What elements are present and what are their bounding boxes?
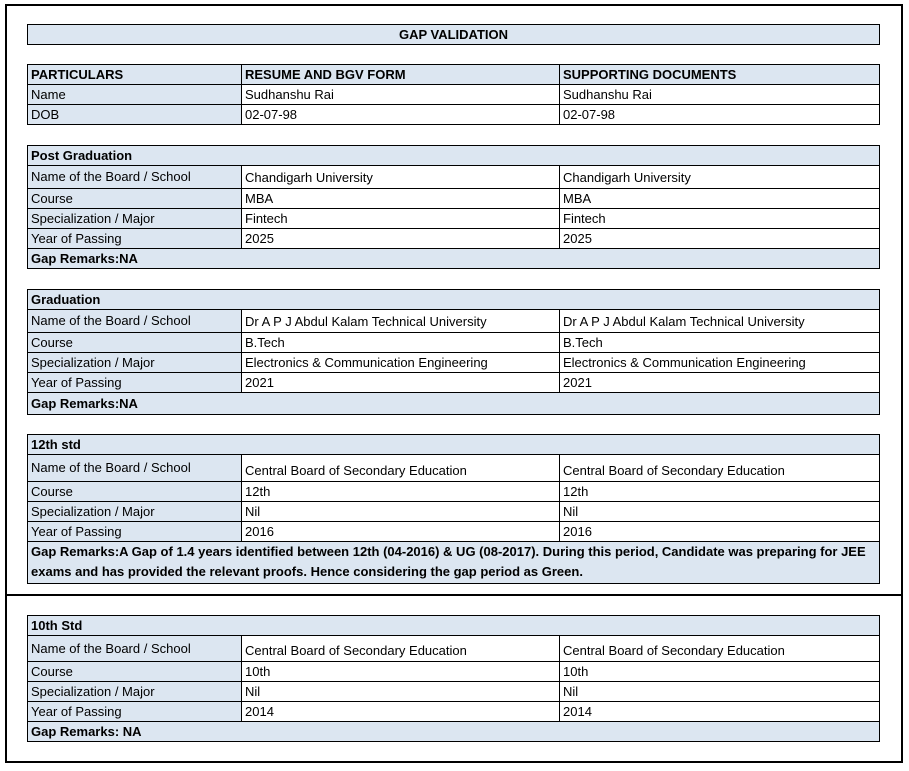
row-value: Fintech (559, 208, 880, 229)
row-value: 2021 (559, 372, 880, 393)
row-value: Central Board of Secondary Education (241, 454, 560, 482)
section-title: 12th std (27, 434, 880, 455)
row-label: Year of Passing (27, 701, 242, 722)
row-value: Central Board of Secondary Education (241, 635, 560, 662)
row-label: Year of Passing (27, 372, 242, 393)
row-label: Specialization / Major (27, 208, 242, 229)
column-header: RESUME AND BGV FORM (241, 64, 560, 85)
row-value: Sudhanshu Rai (241, 84, 560, 105)
row-value: 10th (241, 661, 560, 682)
row-value: 2021 (241, 372, 560, 393)
row-value: 2025 (559, 228, 880, 249)
row-label: Year of Passing (27, 521, 242, 542)
row-value: Electronics & Communication Engineering (241, 352, 560, 373)
row-label: Course (27, 188, 242, 209)
row-label: Name of the Board / School (27, 635, 242, 662)
row-label: Specialization / Major (27, 352, 242, 373)
row-value: Central Board of Secondary Education (559, 635, 880, 662)
row-value: MBA (559, 188, 880, 209)
gap-remarks: Gap Remarks:A Gap of 1.4 years identifie… (27, 541, 880, 584)
row-value: Electronics & Communication Engineering (559, 352, 880, 373)
row-value: Chandigarh University (241, 165, 560, 189)
row-value: Dr A P J Abdul Kalam Technical Universit… (241, 309, 560, 333)
row-value: Nil (559, 501, 880, 522)
row-value: MBA (241, 188, 560, 209)
column-header: PARTICULARS (27, 64, 242, 85)
row-label: Specialization / Major (27, 681, 242, 702)
row-label: Course (27, 661, 242, 682)
title-bar: GAP VALIDATION (27, 24, 880, 45)
row-value: 02-07-98 (559, 104, 880, 125)
section-title: Post Graduation (27, 145, 880, 166)
row-value: Nil (241, 681, 560, 702)
row-value: B.Tech (559, 332, 880, 353)
row-value: 12th (559, 481, 880, 502)
row-label: Course (27, 481, 242, 502)
row-label: Name (27, 84, 242, 105)
row-value: 12th (241, 481, 560, 502)
row-value: 2025 (241, 228, 560, 249)
row-value: Chandigarh University (559, 165, 880, 189)
row-value: 2014 (241, 701, 560, 722)
separator (5, 594, 903, 596)
gap-remarks: Gap Remarks:NA (27, 392, 880, 415)
row-label: Name of the Board / School (27, 165, 242, 189)
row-label: Specialization / Major (27, 501, 242, 522)
row-value: B.Tech (241, 332, 560, 353)
gap-remarks: Gap Remarks: NA (27, 721, 880, 742)
row-label: Course (27, 332, 242, 353)
row-label: Name of the Board / School (27, 309, 242, 333)
row-value: 2016 (559, 521, 880, 542)
row-value: Fintech (241, 208, 560, 229)
gap-remarks: Gap Remarks:NA (27, 248, 880, 269)
row-value: 2016 (241, 521, 560, 542)
row-value: Nil (241, 501, 560, 522)
row-value: 10th (559, 661, 880, 682)
row-value: Dr A P J Abdul Kalam Technical Universit… (559, 309, 880, 333)
row-value: Nil (559, 681, 880, 702)
section-title: 10th Std (27, 615, 880, 636)
section-title: Graduation (27, 289, 880, 310)
row-value: Sudhanshu Rai (559, 84, 880, 105)
row-value: Central Board of Secondary Education (559, 454, 880, 482)
row-label: DOB (27, 104, 242, 125)
row-label: Name of the Board / School (27, 454, 242, 482)
frame (5, 4, 903, 763)
row-value: 02-07-98 (241, 104, 560, 125)
column-header: SUPPORTING DOCUMENTS (559, 64, 880, 85)
row-value: 2014 (559, 701, 880, 722)
row-label: Year of Passing (27, 228, 242, 249)
